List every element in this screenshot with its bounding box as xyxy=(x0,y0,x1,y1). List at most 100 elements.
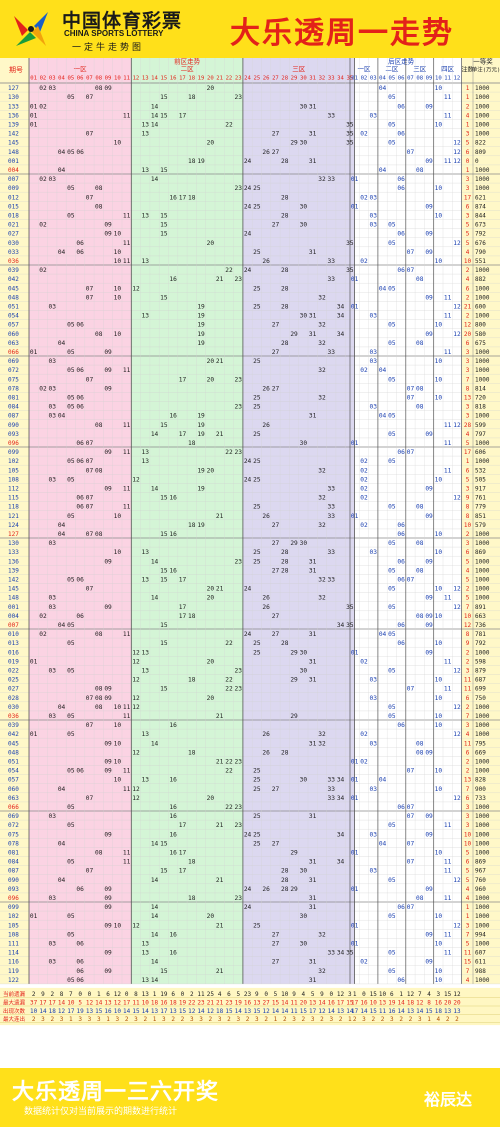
front-ball: 25 xyxy=(253,813,261,820)
front-ball: 07 xyxy=(86,695,94,702)
front-number-header: 01 xyxy=(30,76,37,82)
back-number-header: 04 xyxy=(379,76,386,82)
front-ball: 24 xyxy=(244,476,252,483)
front-stat-value: 23 xyxy=(244,991,252,998)
back-number-header: 08 xyxy=(416,76,423,82)
front-ball: 27 xyxy=(272,131,280,138)
front-ball: 23 xyxy=(235,895,243,902)
front-ball: 02 xyxy=(39,631,47,638)
bets-count: 5 xyxy=(466,850,470,857)
back-ball: 05 xyxy=(388,340,396,347)
front-ball: 01 xyxy=(30,112,38,119)
front-stat-value: 10 xyxy=(30,1008,38,1015)
front-ball: 31 xyxy=(309,131,317,138)
bets-count: 6 xyxy=(466,149,470,156)
back-ball: 05 xyxy=(388,540,396,547)
back-ball: 05 xyxy=(388,458,396,465)
front-ball: 10 xyxy=(114,759,122,766)
front-ball: 22 xyxy=(225,768,233,775)
front-ball: 11 xyxy=(123,422,131,429)
footer-brand: 裕辰达 xyxy=(424,1090,473,1109)
back-number-header: 06 xyxy=(398,76,405,82)
front-stat-value: 16 xyxy=(328,1000,336,1007)
front-stat-value: 1 xyxy=(106,1016,110,1023)
prize-amount: 579 xyxy=(475,522,486,529)
issue-number: 072 xyxy=(8,822,19,829)
front-ball: 13 xyxy=(142,449,150,456)
back-ball: 10 xyxy=(435,850,443,857)
prize-amount: 1000 xyxy=(475,167,490,174)
prize-amount: 1000 xyxy=(475,768,490,775)
front-ball: 05 xyxy=(67,731,75,738)
prize-amount: 607 xyxy=(475,950,486,957)
prize-amount: 874 xyxy=(475,203,486,210)
issue-number: 045 xyxy=(8,740,19,747)
back-ball: 05 xyxy=(388,285,396,292)
front-ball: 15 xyxy=(160,294,168,301)
back-stat-value: 14 xyxy=(416,1008,424,1015)
bets-count: 8 xyxy=(466,631,470,638)
bets-count: 1 xyxy=(466,458,470,465)
front-ball: 18 xyxy=(188,158,196,165)
back-ball: 03 xyxy=(370,313,378,320)
front-ball: 11 xyxy=(123,504,131,511)
front-ball: 21 xyxy=(216,586,224,593)
prize-amount: 580 xyxy=(475,331,486,338)
bets-count: 6 xyxy=(466,340,470,347)
back-ball: 03 xyxy=(370,677,378,684)
front-ball: 18 xyxy=(188,749,196,756)
front-ball: 14 xyxy=(151,913,159,920)
bets-count: 5 xyxy=(466,231,470,238)
issue-number: 112 xyxy=(8,486,19,493)
back-ball: 07 xyxy=(407,395,415,402)
front-ball: 10 xyxy=(114,740,122,747)
front-ball: 33 xyxy=(328,513,336,520)
front-ball: 16 xyxy=(169,850,177,857)
back-ball: 06 xyxy=(397,185,405,192)
front-ball: 23 xyxy=(235,94,243,101)
back-ball: 02 xyxy=(360,959,368,966)
bets-count: 5 xyxy=(466,240,470,247)
front-ball: 09 xyxy=(104,349,112,356)
back-ball: 05 xyxy=(388,586,396,593)
back-trend-header: 后区走势 xyxy=(388,58,415,66)
front-ball: 21 xyxy=(216,713,224,720)
front-ball: 25 xyxy=(253,404,261,411)
prize-amount: 781 xyxy=(475,631,486,638)
front-ball: 05 xyxy=(67,213,75,220)
back-ball: 09 xyxy=(425,613,433,620)
front-stat-value: 17 xyxy=(49,1000,57,1007)
front-ball: 05 xyxy=(67,577,75,584)
front-ball: 06 xyxy=(76,240,84,247)
issue-number: 136 xyxy=(8,112,19,119)
front-stat-value: 17 xyxy=(337,1000,345,1007)
front-ball: 16 xyxy=(169,413,177,420)
issue-number: 096 xyxy=(8,440,19,447)
prize-amount: 960 xyxy=(475,886,486,893)
front-number-header: 15 xyxy=(160,76,167,82)
front-ball: 03 xyxy=(49,358,57,365)
front-ball: 07 xyxy=(86,722,94,729)
front-stat-value: 8 xyxy=(134,991,138,998)
issue-number: 111 xyxy=(8,941,19,948)
back-ball: 07 xyxy=(407,813,415,820)
front-ball: 07 xyxy=(86,131,94,138)
front-ball: 29 xyxy=(290,649,298,656)
front-ball: 03 xyxy=(49,540,57,547)
issue-number: 001 xyxy=(8,158,19,165)
front-stat-value: 3 xyxy=(199,1016,203,1023)
back-ball: 12 xyxy=(453,604,461,611)
front-stat-value: 9 xyxy=(292,991,296,998)
front-ball: 21 xyxy=(216,276,224,283)
back-stat-value: 12 xyxy=(453,991,461,998)
back-ball: 01 xyxy=(351,777,359,784)
front-ball: 02 xyxy=(39,222,47,229)
prize-amount: 1000 xyxy=(475,112,490,119)
front-ball: 10 xyxy=(114,777,122,784)
front-ball: 09 xyxy=(104,686,112,693)
front-number-header: 20 xyxy=(207,76,214,82)
front-ball: 04 xyxy=(58,167,66,174)
front-ball: 23 xyxy=(235,185,243,192)
front-ball: 23 xyxy=(235,804,243,811)
back-ball: 01 xyxy=(351,941,359,948)
